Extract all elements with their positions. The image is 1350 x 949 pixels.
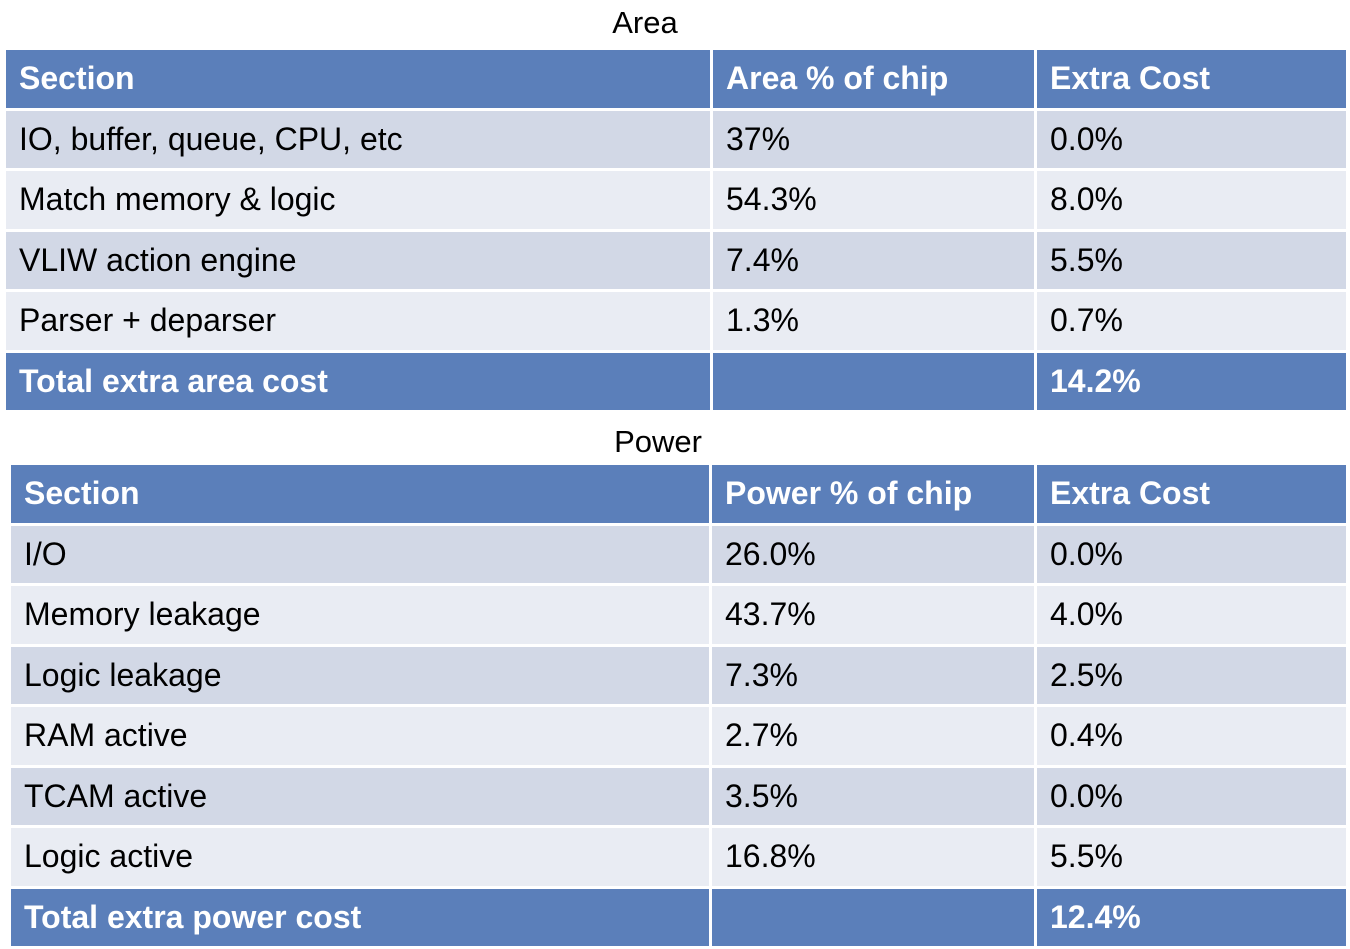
total-extra-cost-cell: 14.2% xyxy=(1037,352,1346,410)
table-row: Logic leakage 7.3% 2.5% xyxy=(11,646,1346,704)
percent-cell: 26.0% xyxy=(712,525,1034,583)
section-cell: Memory leakage xyxy=(11,586,709,644)
table-row: TCAM active 3.5% 0.0% xyxy=(11,767,1346,825)
table-row: IO, buffer, queue, CPU, etc 37% 0.0% xyxy=(6,110,1346,168)
percent-cell: 43.7% xyxy=(712,586,1034,644)
table-row: VLIW action engine 7.4% 5.5% xyxy=(6,231,1346,289)
percent-cell: 1.3% xyxy=(713,292,1034,350)
percent-cell: 7.4% xyxy=(713,231,1034,289)
total-extra-cost-cell: 12.4% xyxy=(1037,888,1346,946)
power-table: Section Power % of chip Extra Cost I/O 2… xyxy=(8,462,1349,949)
area-header-section: Section xyxy=(6,50,710,108)
extra-cost-cell: 5.5% xyxy=(1037,828,1346,886)
section-cell: Logic leakage xyxy=(11,646,709,704)
extra-cost-cell: 8.0% xyxy=(1037,171,1346,229)
percent-cell: 7.3% xyxy=(712,646,1034,704)
extra-cost-cell: 0.0% xyxy=(1037,525,1346,583)
total-percent-cell xyxy=(713,352,1034,410)
section-cell: Parser + deparser xyxy=(6,292,710,350)
total-label-cell: Total extra area cost xyxy=(6,352,710,410)
table-row: Parser + deparser 1.3% 0.7% xyxy=(6,292,1346,350)
percent-cell: 16.8% xyxy=(712,828,1034,886)
percent-cell: 2.7% xyxy=(712,707,1034,765)
power-header-row: Section Power % of chip Extra Cost xyxy=(11,465,1346,523)
power-header-section: Section xyxy=(11,465,709,523)
area-table-caption: Area xyxy=(612,5,678,40)
area-header-row: Section Area % of chip Extra Cost xyxy=(6,50,1346,108)
section-cell: Match memory & logic xyxy=(6,171,710,229)
section-cell: TCAM active xyxy=(11,767,709,825)
total-label-cell: Total extra power cost xyxy=(11,888,709,946)
extra-cost-cell: 0.0% xyxy=(1037,110,1346,168)
table-row: I/O 26.0% 0.0% xyxy=(11,525,1346,583)
area-table: Section Area % of chip Extra Cost IO, bu… xyxy=(3,47,1349,413)
section-cell: IO, buffer, queue, CPU, etc xyxy=(6,110,710,168)
area-header-extra-cost: Extra Cost xyxy=(1037,50,1346,108)
extra-cost-cell: 2.5% xyxy=(1037,646,1346,704)
percent-cell: 37% xyxy=(713,110,1034,168)
table-row: Match memory & logic 54.3% 8.0% xyxy=(6,171,1346,229)
section-cell: Logic active xyxy=(11,828,709,886)
power-total-row: Total extra power cost 12.4% xyxy=(11,888,1346,946)
percent-cell: 3.5% xyxy=(712,767,1034,825)
power-table-caption: Power xyxy=(614,424,702,459)
extra-cost-cell: 0.4% xyxy=(1037,707,1346,765)
table-row: Logic active 16.8% 5.5% xyxy=(11,828,1346,886)
power-header-percent: Power % of chip xyxy=(712,465,1034,523)
area-header-percent: Area % of chip xyxy=(713,50,1034,108)
extra-cost-cell: 0.7% xyxy=(1037,292,1346,350)
section-cell: RAM active xyxy=(11,707,709,765)
power-header-extra-cost: Extra Cost xyxy=(1037,465,1346,523)
extra-cost-cell: 5.5% xyxy=(1037,231,1346,289)
section-cell: I/O xyxy=(11,525,709,583)
extra-cost-cell: 4.0% xyxy=(1037,586,1346,644)
area-total-row: Total extra area cost 14.2% xyxy=(6,352,1346,410)
total-percent-cell xyxy=(712,888,1034,946)
extra-cost-cell: 0.0% xyxy=(1037,767,1346,825)
section-cell: VLIW action engine xyxy=(6,231,710,289)
percent-cell: 54.3% xyxy=(713,171,1034,229)
table-row: Memory leakage 43.7% 4.0% xyxy=(11,586,1346,644)
table-row: RAM active 2.7% 0.4% xyxy=(11,707,1346,765)
